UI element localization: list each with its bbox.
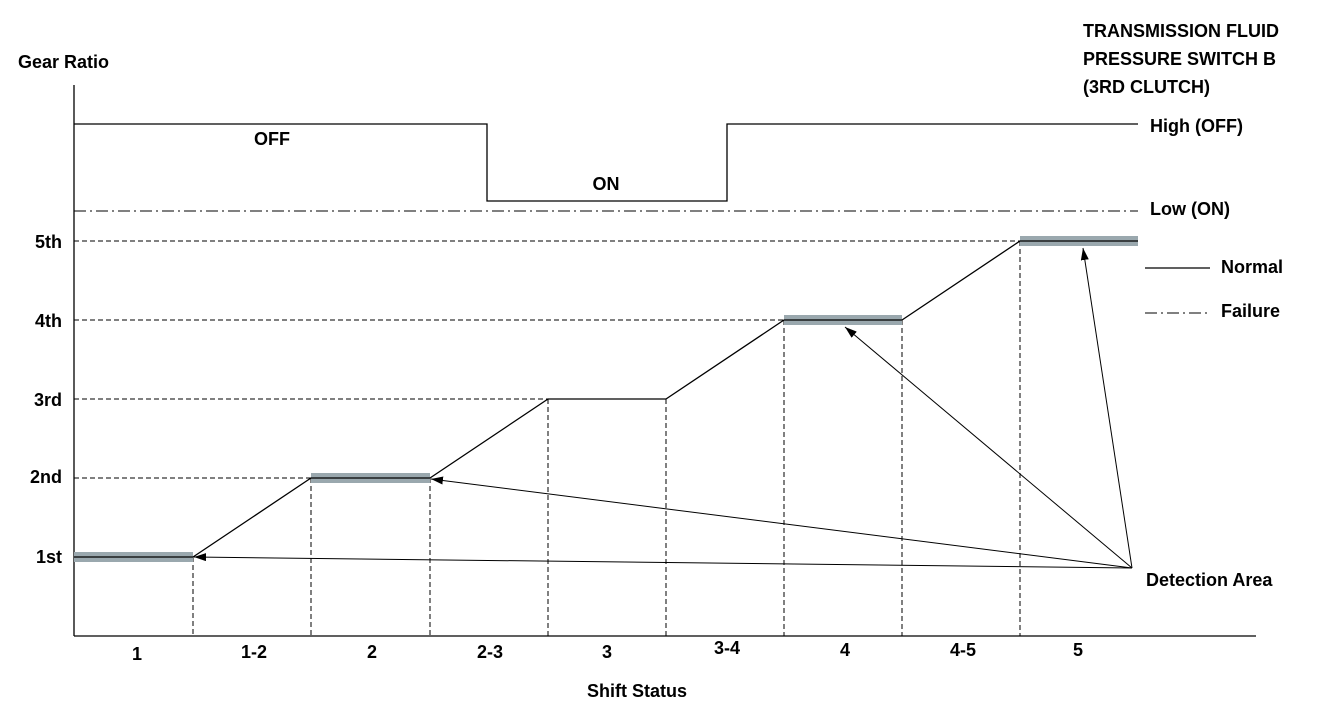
detection-label: Detection Area xyxy=(1146,570,1273,590)
x-axis-label: Shift Status xyxy=(587,681,687,701)
state-label: OFF xyxy=(254,129,290,149)
shift-label: 1-2 xyxy=(241,642,267,662)
gear-profile xyxy=(74,240,1138,558)
gear-label: 5th xyxy=(35,232,62,252)
gear-label: 1st xyxy=(36,547,62,567)
shift-label: 4 xyxy=(840,640,850,660)
title-line: PRESSURE SWITCH B xyxy=(1083,49,1276,69)
shift-label: 4-5 xyxy=(950,640,976,660)
gear-label: 3rd xyxy=(34,390,62,410)
shift-label: 2 xyxy=(367,642,377,662)
detection-arrows xyxy=(193,247,1133,569)
shift-label: 3 xyxy=(602,642,612,662)
shift-label: 5 xyxy=(1073,640,1083,660)
gear-label: 4th xyxy=(35,311,62,331)
legend-label: Failure xyxy=(1221,301,1280,321)
title-line: (3RD CLUTCH) xyxy=(1083,77,1210,97)
switch-signal xyxy=(74,123,1138,202)
level-label: Low (ON) xyxy=(1150,199,1230,219)
shift-label: 1 xyxy=(132,644,142,664)
legend-label: Normal xyxy=(1221,257,1283,277)
title-line: TRANSMISSION FLUID xyxy=(1083,21,1279,41)
state-label: ON xyxy=(593,174,620,194)
gear-label: 2nd xyxy=(30,467,62,487)
shift-label: 2-3 xyxy=(477,642,503,662)
level-label: High (OFF) xyxy=(1150,116,1243,136)
shift-label: 3-4 xyxy=(714,638,740,658)
column-guides xyxy=(192,241,1021,636)
y-axis-label: Gear Ratio xyxy=(18,52,109,72)
